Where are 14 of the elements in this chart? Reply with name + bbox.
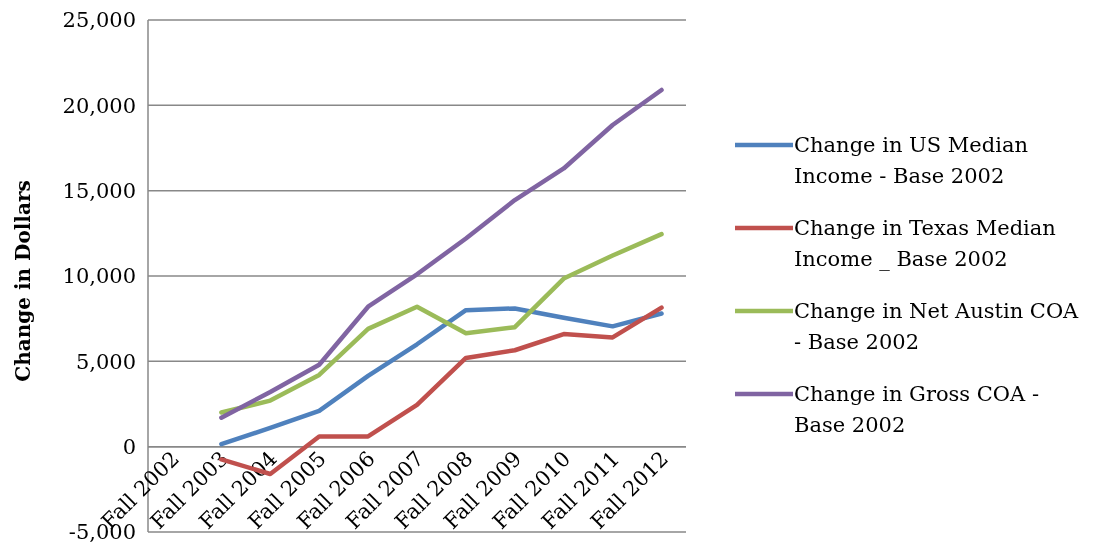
line-series bbox=[219, 231, 664, 415]
y-tick-label: 25,000 bbox=[62, 8, 136, 33]
legend-label: Change in Net Austin COA - Base 2002 bbox=[794, 299, 1080, 355]
y-axis-title: Change in Dollars bbox=[11, 180, 35, 382]
y-tick-label: 20,000 bbox=[62, 93, 136, 118]
line-series bbox=[219, 306, 664, 447]
y-tick-label: 0 bbox=[122, 435, 136, 460]
y-tick-label: 5,000 bbox=[75, 349, 136, 374]
legend-label: Change in Texas Median Income _ Base 2002 bbox=[794, 216, 1056, 272]
legend-label: Change in Gross COA - Base 2002 bbox=[794, 382, 1040, 438]
line-series bbox=[219, 87, 664, 420]
legend-label: Change in US Median Income - Base 2002 bbox=[794, 133, 1028, 189]
y-tick-label: 15,000 bbox=[62, 179, 136, 204]
y-tick-label: 10,000 bbox=[62, 264, 136, 289]
